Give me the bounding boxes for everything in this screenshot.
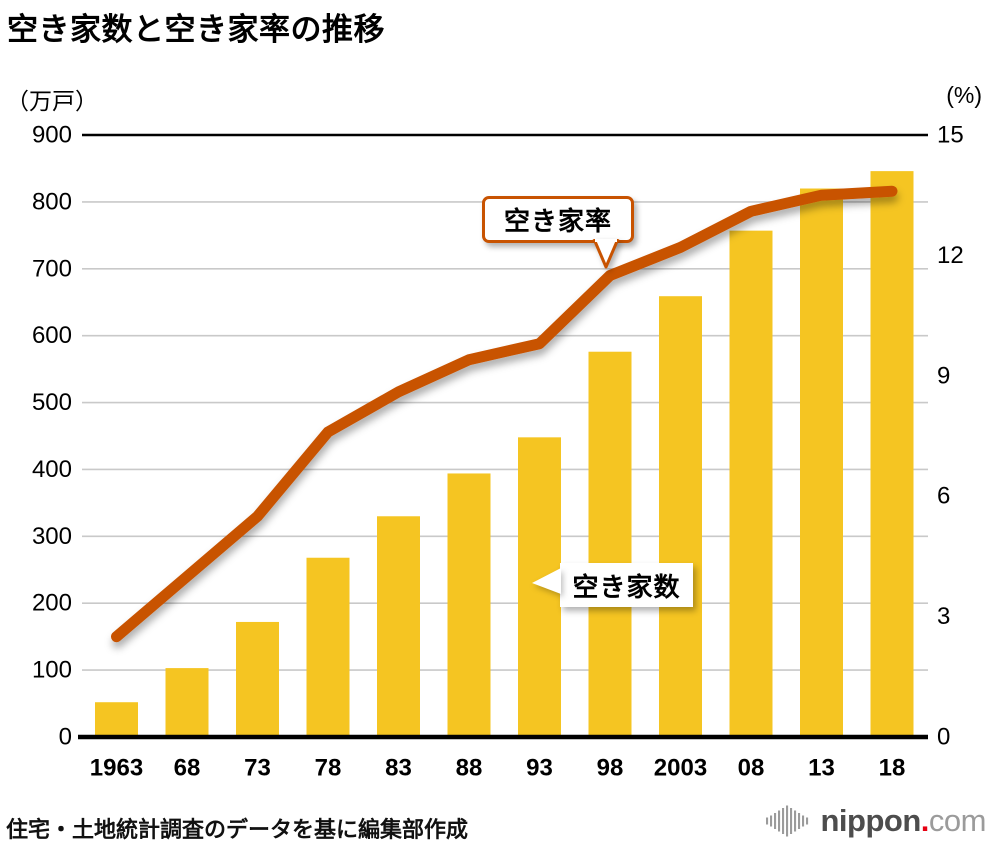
left-axis-tick-label: 0 (59, 724, 72, 751)
waveform-bar (773, 813, 776, 829)
left-axis-tick-label: 900 (32, 122, 72, 149)
waveform-bar (765, 817, 768, 825)
left-axis-tick-label: 500 (32, 389, 72, 416)
waveform-bar (781, 808, 784, 834)
right-axis-tick-label: 15 (937, 122, 964, 149)
bar-73 (236, 621, 279, 737)
right-axis-tick-label: 9 (937, 362, 950, 389)
waveform-bar (785, 805, 788, 837)
bar-88 (447, 473, 491, 737)
callout-vacancy-rate: 空き家率 (482, 196, 634, 269)
x-axis-tick-label: 98 (597, 755, 624, 782)
bar-2003 (659, 296, 702, 737)
source-credit: 住宅・土地統計調査のデータを基に編集部作成 (6, 817, 469, 842)
x-axis-tick-label: 88 (456, 755, 483, 782)
left-axis-tick-label: 400 (32, 456, 72, 483)
callout-tail-left-icon (532, 568, 561, 594)
waveform-bar (805, 817, 808, 825)
left-axis-tick-label: 300 (32, 523, 72, 550)
callout-vacancy-rate-label: 空き家率 (503, 206, 612, 236)
nippon-logo: nippon . com (764, 803, 987, 839)
waveform-icon (765, 805, 808, 837)
nippon-logo-text: nippon . com (821, 803, 987, 839)
x-axis-tick-label: 2003 (654, 755, 707, 782)
left-axis-tick-label: 200 (32, 590, 72, 617)
bar-83 (377, 516, 420, 737)
x-axis-tick-label: 08 (738, 755, 765, 782)
bar-98 (588, 351, 632, 737)
callout-vacancy-count-label: 空き家数 (572, 571, 681, 602)
x-axis-tick-label: 18 (879, 755, 906, 782)
logo-dot: . (920, 803, 930, 838)
right-axis-tick-label: 0 (937, 724, 950, 751)
waveform-bar (777, 810, 780, 832)
bar-1963 (95, 702, 138, 737)
callout-vacancy-count: 空き家数 (532, 563, 693, 607)
left-axis-tick-label: 100 (32, 657, 72, 684)
logo-text-com: com (928, 803, 987, 838)
waveform-bar (769, 815, 772, 827)
logo-text-nippon: nippon (820, 803, 922, 838)
waveform-bar (801, 815, 804, 827)
x-axis-tick-label: 68 (174, 755, 201, 782)
bar-08 (729, 230, 773, 737)
left-axis-unit-label: （万戸） (6, 88, 98, 114)
x-axis-tick-label: 73 (244, 755, 271, 782)
bar-18 (870, 171, 914, 737)
right-axis-tick-label: 12 (937, 242, 964, 269)
x-axis-tick-label: 93 (526, 755, 553, 782)
right-axis-tick-label: 6 (937, 483, 950, 510)
right-axis-unit-label: (%) (946, 82, 982, 108)
x-axis-tick-label: 13 (808, 755, 835, 782)
left-axis-tick-label: 700 (32, 255, 72, 282)
left-axis-tick-label: 600 (32, 322, 72, 349)
callout-tail-down-icon (592, 239, 620, 269)
waveform-bar (789, 808, 792, 834)
waveform-bar (797, 813, 800, 829)
left-axis-tick-label: 800 (32, 188, 72, 215)
x-axis-tick-label: 78 (315, 755, 342, 782)
bar-68 (165, 668, 209, 737)
bar-78 (306, 557, 350, 737)
right-axis-tick-label: 3 (937, 603, 950, 630)
chart-title: 空き家数と空き家率の推移 (7, 12, 385, 47)
x-axis-tick-label: 83 (385, 755, 412, 782)
x-axis-tick-label: 1963 (90, 755, 143, 782)
bar-13 (800, 188, 843, 737)
waveform-bar (793, 810, 796, 832)
vacancy-rate-line (111, 185, 898, 643)
